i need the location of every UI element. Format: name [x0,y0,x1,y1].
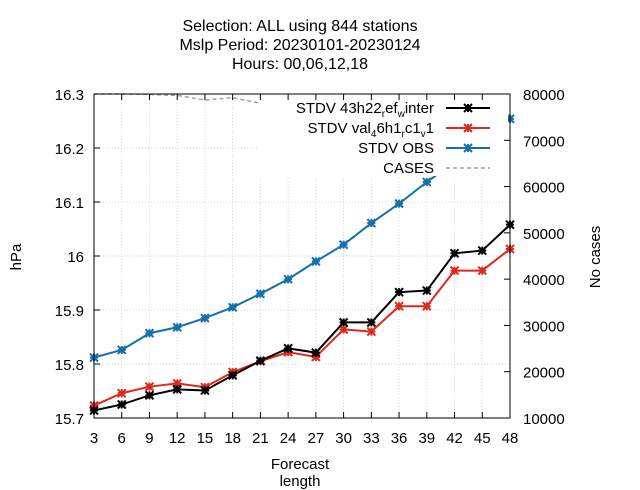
y-tick-label: 16.3 [55,87,84,104]
data-point-marker [422,177,432,187]
data-point-marker [394,198,404,209]
data-point-marker [227,302,238,313]
data-point-marker [311,352,321,362]
data-point-marker [463,103,473,113]
legend-label: CASES [383,160,434,177]
y-tick-labels: 15.7 15.8 15.9 16 16.1 16.2 16.3 [55,87,84,428]
data-point-marker [117,399,127,410]
data-point-marker [200,313,210,323]
legend-label: STDV OBS [358,140,434,157]
data-point-marker [200,385,210,396]
data-point-marker [172,378,182,389]
legend-item: STDV 43h22refwinter [296,100,490,120]
data-point-marker [172,322,182,332]
data-point-marker [255,289,266,299]
data-point-marker [366,218,377,228]
data-point-marker [477,245,487,256]
y2-tick-label: 60000 [523,180,565,197]
data-point-marker [366,317,377,328]
legend-item: CASES [383,160,490,177]
y-tick-label: 16.2 [55,141,84,158]
data-point-marker [366,326,377,337]
x-tick-label: 45 [474,430,491,447]
y-tick-label: 16 [67,249,84,266]
data-point-marker [463,143,473,153]
x-tick-label: 12 [169,430,186,447]
x-axis-title: Forecast length [270,456,330,490]
data-point-marker [117,388,127,398]
y2-tick-label: 70000 [523,133,565,150]
data-point-marker [394,287,404,297]
y2-tick-labels: 10000 20000 30000 40000 50000 60000 70000 80000 [523,87,565,428]
legend-item: STDV val46h1rc1v1 [308,120,490,140]
chart-title-line-1: Selection: ALL using 844 stations [182,18,418,35]
data-point-marker [144,328,155,338]
y-tick-label: 16.1 [55,195,84,212]
data-point-marker [394,301,404,311]
x-tick-label: 30 [335,430,352,447]
y2-tick-label: 10000 [523,411,565,428]
data-point-marker [338,324,349,335]
y-axis-title: hPa [8,243,25,271]
y2-tick-label: 20000 [523,365,565,382]
x-tick-labels: 3 6 9 12 15 18 21 24 27 30 33 36 39 42 45 48 [90,430,519,447]
x-tick-label: 42 [446,430,463,447]
axis-ticks [93,93,511,419]
data-point-marker [463,123,473,133]
x-tick-label: 39 [418,430,435,447]
data-point-marker [422,301,432,311]
data-point-marker [338,239,349,250]
x-tick-label: 33 [363,430,380,447]
x-tick-label: 36 [391,430,408,447]
y-tick-label: 15.9 [55,303,84,320]
data-point-marker [449,248,460,259]
data-point-marker [449,265,460,276]
data-point-marker [117,345,127,355]
data-point-marker [477,265,487,276]
data-point-marker [144,381,155,392]
legend-item: STDV OBS [358,140,490,157]
chart-title-line-2: Mslp Period: 20230101-20230124 [179,37,421,54]
legend-label: STDV 43h22refwinter [296,100,434,120]
legend-label: STDV val46h1rc1v1 [308,120,434,140]
data-point-marker [144,390,155,401]
data-point-marker [338,317,349,328]
x-tick-label: 15 [197,430,214,447]
x-tick-label: 48 [502,430,519,447]
x-tick-label: 24 [280,430,297,447]
x-tick-label: 3 [90,430,98,447]
data-point-marker [311,347,321,358]
x-tick-label: 6 [118,430,126,447]
y-tick-label: 15.7 [55,411,84,428]
series-line [93,223,511,412]
y-tick-label: 15.8 [55,357,84,374]
y2-tick-label: 30000 [523,318,565,335]
x-tick-label: 18 [224,430,241,447]
series-line [93,248,511,407]
y2-axis-title: No cases [587,225,604,289]
y2-tick-label: 80000 [523,87,565,104]
data-point-marker [283,343,293,354]
data-point-marker [422,285,432,296]
x-tick-label: 9 [145,430,153,447]
x-tick-label: 27 [308,430,325,447]
data-point-marker [255,356,266,366]
data-point-marker [227,370,238,381]
x-tick-label: 21 [252,430,269,447]
y2-tick-label: 50000 [523,226,565,243]
data-point-marker [172,384,182,395]
data-point-marker [283,274,293,284]
y2-tick-label: 40000 [523,272,565,289]
chart-title-line-3: Hours: 00,06,12,18 [231,56,369,73]
data-point-marker [311,256,321,267]
